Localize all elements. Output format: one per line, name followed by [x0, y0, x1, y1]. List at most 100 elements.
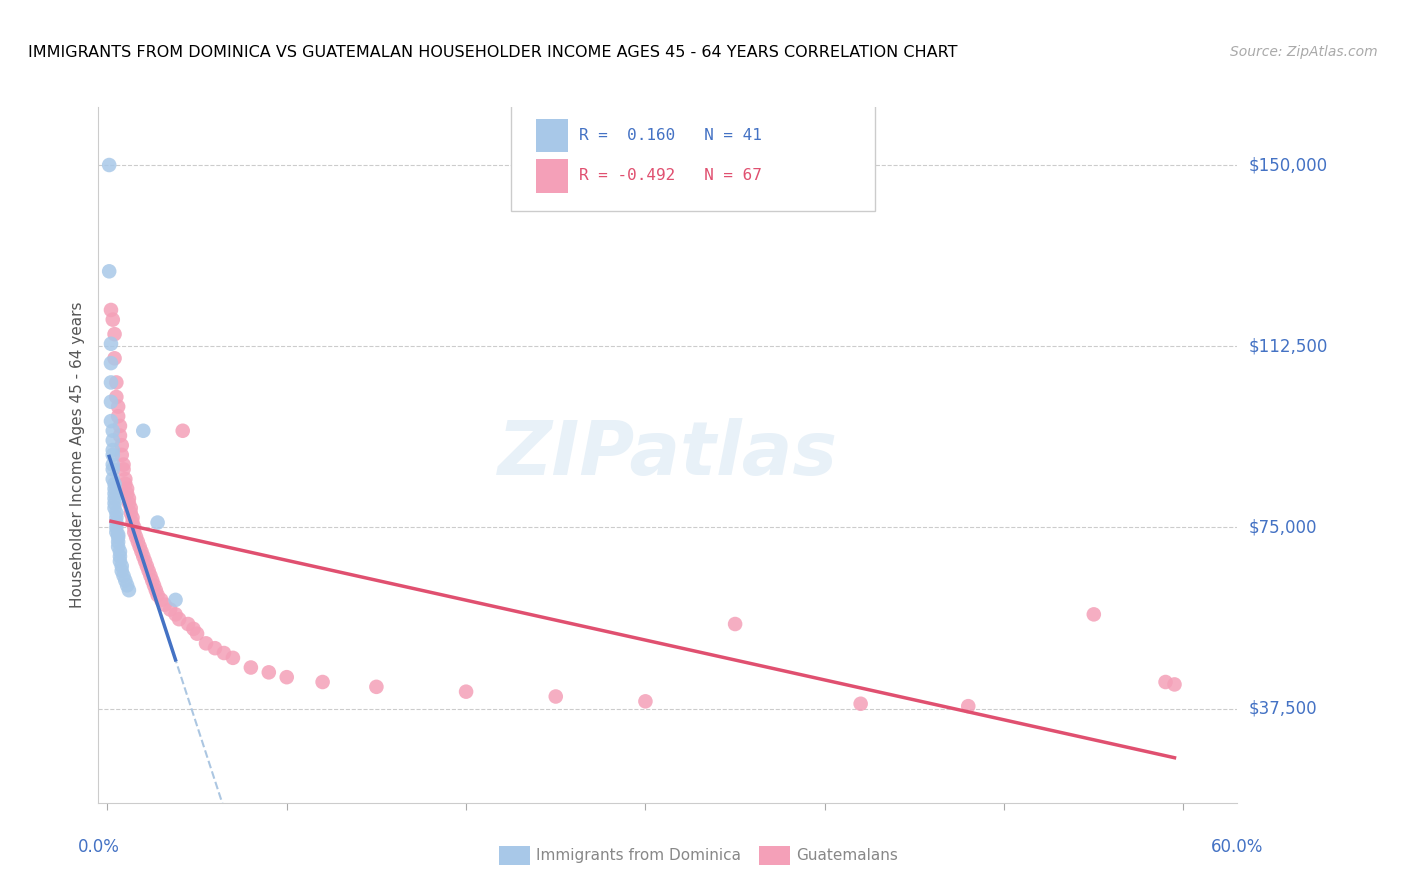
- Point: [127, 534, 149, 549]
- Point: [311, 675, 333, 690]
- Bar: [536, 159, 568, 193]
- Point: [105, 390, 128, 404]
- Point: [111, 559, 134, 574]
- Point: [103, 501, 125, 516]
- Point: [103, 327, 125, 342]
- Y-axis label: Householder Income Ages 45 - 64 years: Householder Income Ages 45 - 64 years: [70, 301, 86, 608]
- Point: [120, 506, 142, 520]
- Point: [124, 520, 146, 534]
- Point: [124, 525, 146, 540]
- Point: [100, 303, 122, 318]
- Point: [120, 501, 142, 516]
- Point: [105, 376, 128, 390]
- Point: [100, 376, 122, 390]
- Point: [159, 602, 181, 616]
- Text: R =  0.160   N = 41: R = 0.160 N = 41: [579, 128, 762, 143]
- Text: R = -0.492   N = 67: R = -0.492 N = 67: [579, 169, 762, 184]
- Point: [121, 516, 143, 530]
- Text: Source: ZipAtlas.com: Source: ZipAtlas.com: [1230, 45, 1378, 59]
- Bar: [536, 119, 568, 153]
- Point: [849, 697, 872, 711]
- Point: [212, 646, 235, 660]
- Point: [101, 434, 124, 448]
- Text: Immigrants from Dominica: Immigrants from Dominica: [536, 848, 741, 863]
- Point: [101, 472, 124, 486]
- Point: [131, 544, 153, 558]
- Point: [165, 592, 187, 607]
- FancyBboxPatch shape: [510, 103, 875, 211]
- Point: [114, 472, 136, 486]
- Text: 60.0%: 60.0%: [1211, 838, 1264, 855]
- Point: [108, 554, 131, 568]
- Point: [105, 516, 128, 530]
- Point: [115, 482, 138, 496]
- Point: [107, 409, 129, 424]
- Point: [103, 496, 125, 510]
- Point: [128, 540, 150, 554]
- Point: [1083, 607, 1105, 622]
- Point: [101, 458, 124, 472]
- Point: [107, 534, 129, 549]
- Point: [103, 476, 125, 491]
- Point: [1154, 675, 1177, 690]
- Point: [108, 549, 131, 564]
- Point: [115, 578, 138, 592]
- Point: [195, 636, 218, 650]
- Point: [105, 510, 128, 524]
- Point: [239, 660, 262, 674]
- Point: [101, 443, 124, 458]
- Point: [112, 568, 135, 582]
- Point: [114, 476, 136, 491]
- Point: [366, 680, 388, 694]
- Point: [257, 665, 280, 680]
- Point: [108, 428, 131, 442]
- Point: [165, 607, 187, 622]
- Text: Guatemalans: Guatemalans: [796, 848, 897, 863]
- Point: [544, 690, 567, 704]
- Point: [167, 612, 190, 626]
- Point: [101, 462, 124, 476]
- Point: [183, 622, 205, 636]
- Point: [186, 626, 208, 640]
- Point: [101, 448, 124, 462]
- Point: [204, 641, 226, 656]
- Point: [101, 424, 124, 438]
- Point: [98, 158, 121, 172]
- Text: $37,500: $37,500: [1249, 699, 1317, 717]
- Point: [107, 527, 129, 541]
- Point: [125, 530, 148, 544]
- Point: [135, 559, 157, 574]
- Text: IMMIGRANTS FROM DOMINICA VS GUATEMALAN HOUSEHOLDER INCOME AGES 45 - 64 YEARS COR: IMMIGRANTS FROM DOMINICA VS GUATEMALAN H…: [28, 45, 957, 60]
- Point: [134, 554, 156, 568]
- Point: [100, 394, 122, 409]
- Point: [132, 549, 155, 564]
- Point: [141, 574, 163, 588]
- Point: [139, 568, 162, 582]
- Text: $75,000: $75,000: [1249, 518, 1317, 536]
- Point: [107, 400, 129, 414]
- Point: [634, 694, 657, 708]
- Point: [957, 699, 980, 714]
- Point: [1163, 677, 1185, 691]
- Point: [150, 592, 173, 607]
- Point: [108, 419, 131, 434]
- Point: [222, 651, 245, 665]
- Point: [276, 670, 298, 684]
- Point: [105, 520, 128, 534]
- Point: [103, 351, 125, 366]
- Point: [146, 516, 169, 530]
- Text: $112,500: $112,500: [1249, 337, 1327, 355]
- Point: [118, 583, 141, 598]
- Point: [100, 336, 122, 351]
- Point: [105, 525, 128, 540]
- Point: [145, 583, 167, 598]
- Point: [103, 482, 125, 496]
- Text: 0.0%: 0.0%: [77, 838, 120, 855]
- Point: [114, 574, 136, 588]
- Point: [112, 462, 135, 476]
- Point: [118, 496, 141, 510]
- Point: [146, 588, 169, 602]
- Point: [103, 486, 125, 500]
- Point: [172, 424, 194, 438]
- Point: [101, 312, 124, 326]
